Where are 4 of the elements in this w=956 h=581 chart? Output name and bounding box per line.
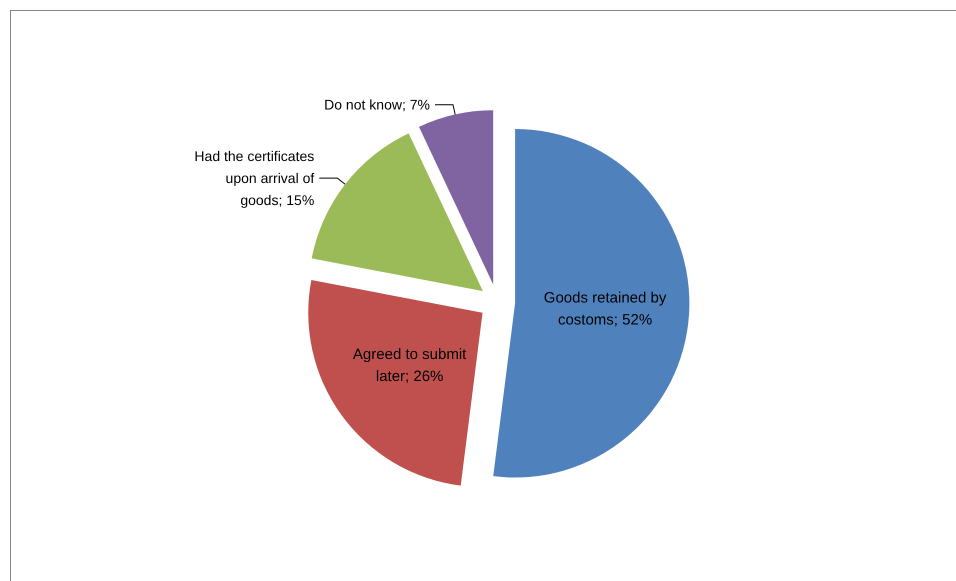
slice-label: Had the certificates upon arrival of goods; 15% [194, 148, 314, 208]
slice-label: Do not know; 7% [324, 96, 430, 113]
slice-label: Goods retained by costoms; 52% [544, 289, 667, 328]
slice-label: Agreed to submit later; 26% [352, 346, 468, 386]
